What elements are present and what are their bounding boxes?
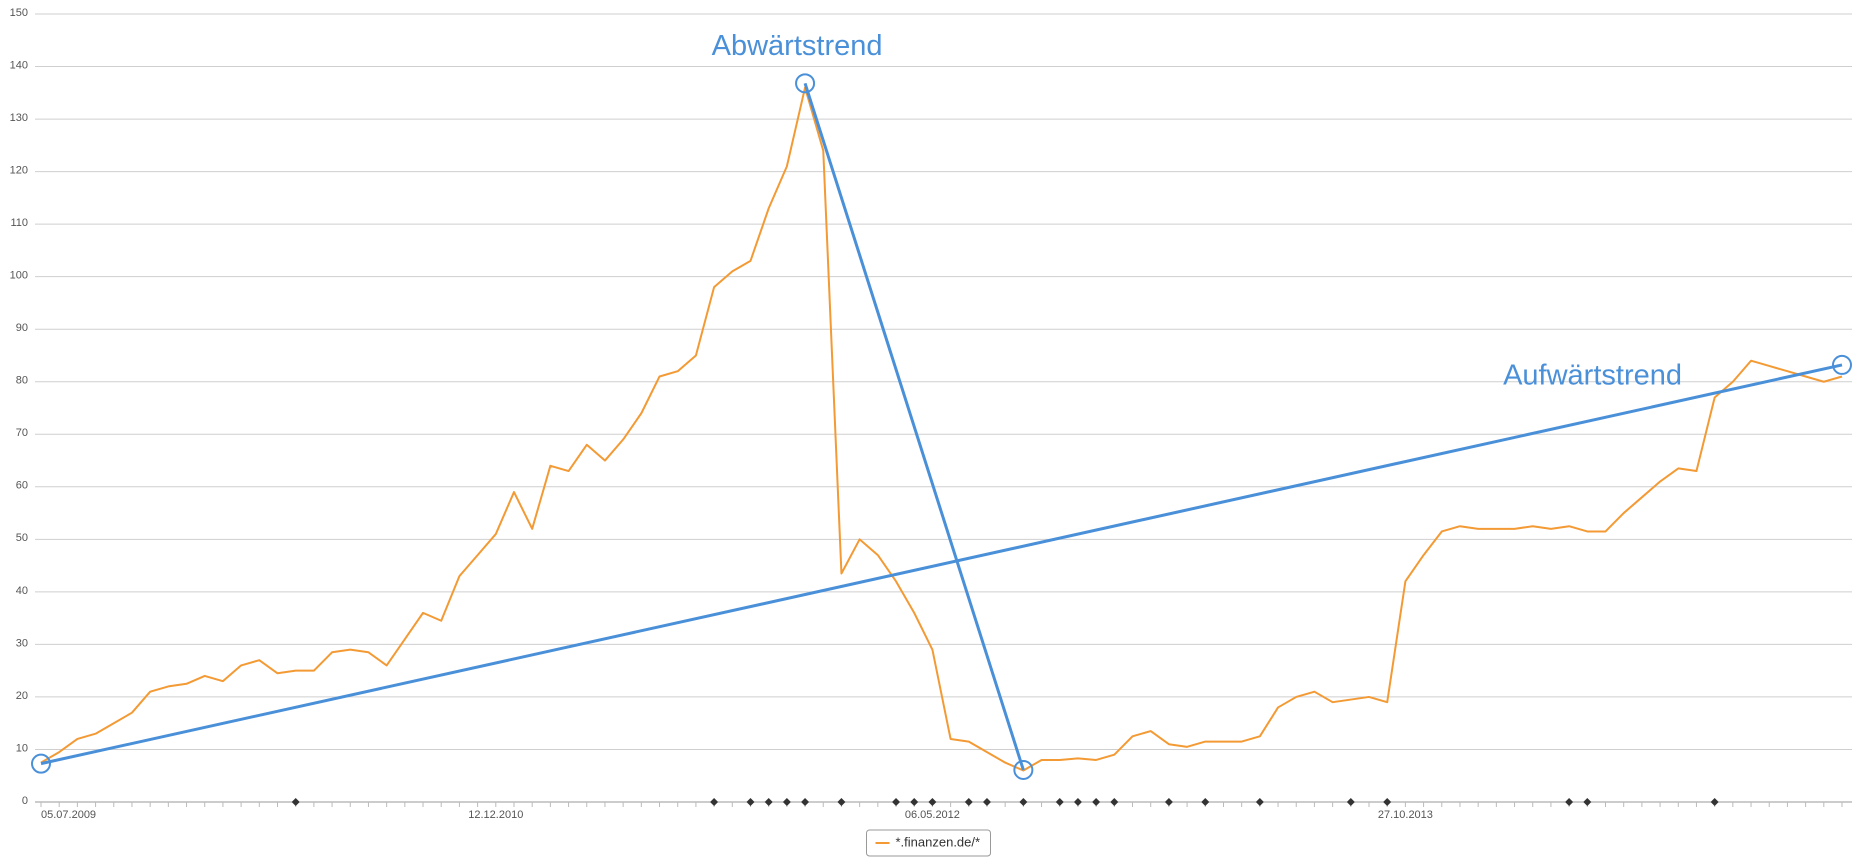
- event-marker: [1019, 798, 1028, 806]
- y-tick-label: 120: [10, 165, 28, 177]
- event-marker: [910, 798, 919, 806]
- event-marker: [1110, 798, 1119, 806]
- annotation-label: Aufwärtstrend: [1503, 360, 1682, 392]
- trend-point: [31, 753, 51, 774]
- y-tick-label: 150: [10, 7, 28, 19]
- event-marker: [1055, 798, 1064, 806]
- event-marker: [928, 798, 937, 806]
- y-tick-label: 100: [10, 270, 28, 282]
- event-marker: [1201, 798, 1210, 806]
- event-marker: [964, 798, 973, 806]
- y-tick-label: 40: [16, 585, 28, 597]
- y-tick-label: 0: [22, 795, 28, 807]
- trend-line: [803, 82, 1025, 771]
- event-marker: [764, 798, 773, 806]
- y-tick-label: 70: [16, 427, 28, 439]
- event-marker: [837, 798, 846, 806]
- event-marker: [1092, 798, 1101, 806]
- trend-point: [795, 73, 816, 94]
- event-marker: [1255, 798, 1264, 806]
- x-tick-label: 12.12.2010: [468, 809, 523, 821]
- annotation-label: Abwärtstrend: [712, 30, 883, 62]
- y-tick-label: 140: [10, 59, 28, 71]
- event-marker: [1346, 798, 1355, 806]
- event-marker: [291, 798, 300, 806]
- legend: *.finanzen.de/*: [866, 829, 991, 857]
- event-marker: [1164, 798, 1173, 806]
- event-marker: [1073, 798, 1082, 806]
- event-marker: [1583, 798, 1592, 806]
- y-tick-label: 50: [16, 532, 28, 544]
- event-marker: [1710, 798, 1719, 806]
- y-tick-label: 30: [16, 637, 28, 649]
- y-tick-label: 90: [16, 322, 28, 334]
- event-marker: [1383, 798, 1392, 806]
- event-marker: [982, 798, 991, 806]
- trend-point: [1013, 759, 1034, 780]
- y-tick-label: 80: [16, 375, 28, 387]
- x-tick-label: 05.07.2009: [41, 809, 96, 821]
- trend-line: [40, 363, 1843, 766]
- x-tick-label: 27.10.2013: [1378, 809, 1433, 821]
- event-marker: [1565, 798, 1574, 806]
- event-marker: [746, 798, 755, 806]
- event-marker: [782, 798, 791, 806]
- y-tick-label: 60: [16, 480, 28, 492]
- event-marker: [892, 798, 901, 806]
- event-marker: [710, 798, 719, 806]
- x-tick-label: 06.05.2012: [905, 809, 960, 821]
- y-tick-label: 20: [16, 690, 28, 702]
- event-marker: [801, 798, 810, 806]
- y-tick-label: 110: [10, 217, 28, 229]
- data-line: [40, 86, 1843, 772]
- y-tick-label: 130: [10, 112, 28, 124]
- legend-label: *.finanzen.de/*: [896, 834, 981, 849]
- y-tick-label: 10: [16, 742, 28, 754]
- legend-box: [866, 829, 991, 857]
- trend-point: [1832, 354, 1852, 375]
